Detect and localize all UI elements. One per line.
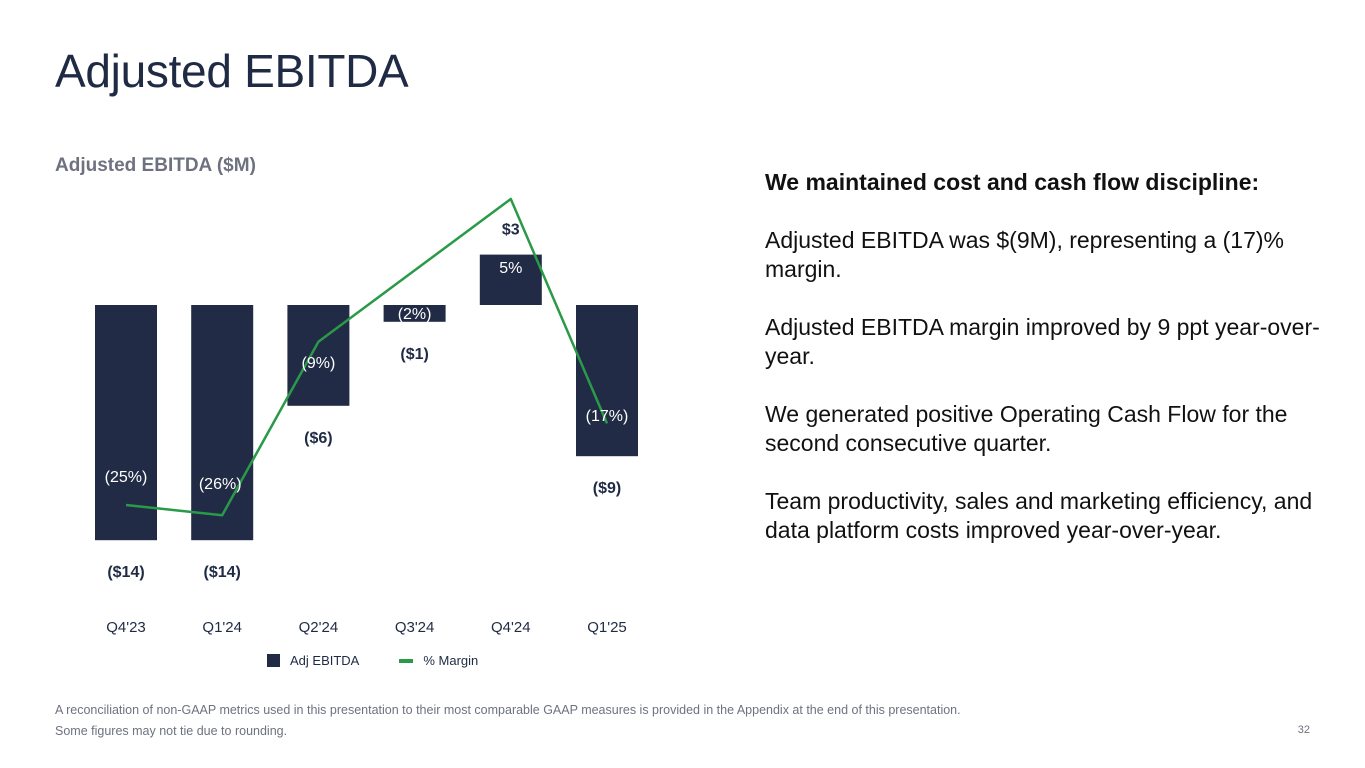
legend-swatch-bar [267,654,280,667]
page-number: 32 [1297,724,1310,736]
bar-Q2'24 [287,305,350,406]
bar-value-label: ($9) [593,480,621,497]
commentary-paragraph: Adjusted EBITDA margin improved by 9 ppt… [765,314,1320,369]
bar-value-label: ($14) [204,564,241,581]
margin-value-label: (9%) [302,355,336,372]
footer-note: A reconciliation of non-GAAP metrics use… [55,703,961,717]
margin-value-label: (25%) [105,469,148,486]
bar-Q4'23 [95,305,157,541]
footer-note: Some figures may not tie due to rounding… [55,724,288,738]
bar-Q1'24 [191,305,254,541]
margin-value-label: 5% [499,260,522,277]
x-tick-label: Q4'24 [491,619,531,636]
bar-value-label: ($14) [107,564,144,581]
margin-value-label: (2%) [398,306,432,323]
bar-value-label: $3 [502,222,520,239]
x-tick-label: Q1'25 [587,619,627,636]
legend-swatch-line [399,658,414,663]
commentary-paragraph: We generated positive Operating Cash Flo… [765,401,1288,456]
margin-line [125,197,609,517]
margin-value-label: (17%) [586,408,629,425]
x-tick-label: Q2'24 [299,619,339,636]
bar-value-label: ($1) [400,346,428,363]
page-title: Adjusted EBITDA [55,45,409,97]
legend-label-line: % Margin [423,653,479,668]
bar-Q4'24 [479,254,542,305]
commentary-paragraph: Team productivity, sales and marketing e… [765,488,1313,543]
commentary-paragraph: Adjusted EBITDA was $(9M), representing … [765,227,1285,282]
chart-subtitle: Adjusted EBITDA ($M) [55,155,256,176]
bar-value-label: ($6) [304,430,332,447]
x-tick-label: Q4'23 [106,619,146,636]
legend-label-bar: Adj EBITDA [290,653,360,668]
x-tick-label: Q3'24 [395,619,435,636]
bar-Q3'24 [383,305,446,322]
commentary-panel: We maintained cost and cash flow discipl… [765,168,1340,574]
margin-value-label: (26%) [199,476,242,493]
commentary-headline: We maintained cost and cash flow discipl… [765,169,1260,195]
x-tick-label: Q1'24 [202,619,242,636]
bar-Q1'25 [576,305,638,457]
chart-legend: Adj EBITDA % Margin [267,653,478,668]
